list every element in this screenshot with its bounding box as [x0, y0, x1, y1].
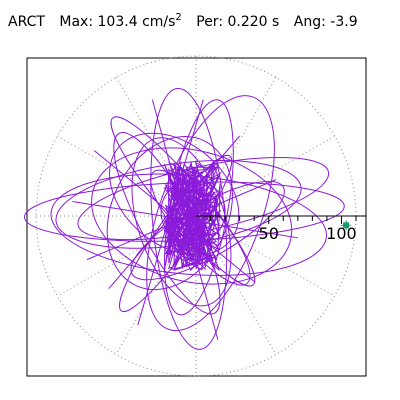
radial-tick-label: 50 [259, 224, 279, 243]
trace-orbit [91, 147, 293, 285]
angle-label: Ang: [293, 14, 326, 30]
direction-axis [196, 215, 366, 224]
motion-trace [23, 87, 345, 350]
period-value: 0.220 s [227, 14, 280, 30]
plot-header: ARCT Max: 103.4 cm/s2 Per: 0.220 s Ang: … [8, 12, 358, 34]
station-code: ARCT [8, 14, 45, 30]
peak-marker-group [341, 220, 352, 231]
max-label: Max: [59, 14, 94, 30]
angle-value: -3.9 [330, 14, 358, 30]
max-value: 103.4 [97, 14, 138, 30]
trace-core [163, 161, 222, 271]
trace-orbit [106, 136, 233, 291]
trace-stroke [108, 135, 241, 290]
tick-labels: 50 100 [259, 224, 357, 243]
trace-stroke [93, 150, 255, 282]
radial-tick-label: 100 [326, 224, 357, 243]
period-label: Per: [196, 14, 224, 30]
plot-frame [26, 57, 367, 377]
max-unit: cm/s [142, 14, 176, 30]
max-unit-exponent: 2 [175, 12, 182, 23]
trace-orbit [146, 95, 275, 332]
